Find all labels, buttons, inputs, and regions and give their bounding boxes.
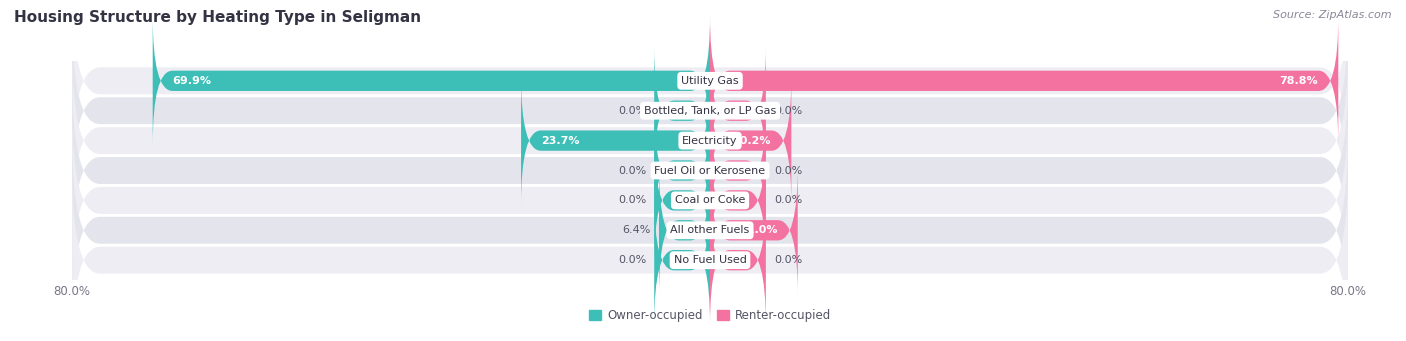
Text: Electricity: Electricity <box>682 136 738 146</box>
FancyBboxPatch shape <box>153 16 710 145</box>
FancyBboxPatch shape <box>654 106 710 235</box>
Text: 0.0%: 0.0% <box>773 106 801 116</box>
FancyBboxPatch shape <box>710 106 766 235</box>
Text: Housing Structure by Heating Type in Seligman: Housing Structure by Heating Type in Sel… <box>14 10 422 25</box>
FancyBboxPatch shape <box>654 196 710 325</box>
Text: 0.0%: 0.0% <box>773 195 801 205</box>
Text: Source: ZipAtlas.com: Source: ZipAtlas.com <box>1274 10 1392 20</box>
Text: 6.4%: 6.4% <box>623 225 651 235</box>
Text: 0.0%: 0.0% <box>619 165 647 176</box>
Text: 23.7%: 23.7% <box>541 136 579 146</box>
FancyBboxPatch shape <box>710 196 766 325</box>
FancyBboxPatch shape <box>72 19 1348 202</box>
Text: 0.0%: 0.0% <box>619 195 647 205</box>
FancyBboxPatch shape <box>710 136 766 265</box>
Text: 0.0%: 0.0% <box>619 255 647 265</box>
FancyBboxPatch shape <box>654 136 710 265</box>
FancyBboxPatch shape <box>710 16 1339 145</box>
Text: Utility Gas: Utility Gas <box>682 76 738 86</box>
Text: Bottled, Tank, or LP Gas: Bottled, Tank, or LP Gas <box>644 106 776 116</box>
Text: 0.0%: 0.0% <box>773 255 801 265</box>
Text: 0.0%: 0.0% <box>619 106 647 116</box>
FancyBboxPatch shape <box>72 139 1348 322</box>
Text: No Fuel Used: No Fuel Used <box>673 255 747 265</box>
FancyBboxPatch shape <box>72 169 1348 341</box>
Text: Fuel Oil or Kerosene: Fuel Oil or Kerosene <box>654 165 766 176</box>
Text: 0.0%: 0.0% <box>773 165 801 176</box>
FancyBboxPatch shape <box>710 46 766 175</box>
FancyBboxPatch shape <box>72 79 1348 262</box>
FancyBboxPatch shape <box>72 109 1348 292</box>
Text: Coal or Coke: Coal or Coke <box>675 195 745 205</box>
Text: 10.2%: 10.2% <box>733 136 772 146</box>
FancyBboxPatch shape <box>522 76 710 205</box>
FancyBboxPatch shape <box>72 0 1348 172</box>
Legend: Owner-occupied, Renter-occupied: Owner-occupied, Renter-occupied <box>589 309 831 322</box>
FancyBboxPatch shape <box>659 166 710 295</box>
Text: All other Fuels: All other Fuels <box>671 225 749 235</box>
Text: 78.8%: 78.8% <box>1279 76 1319 86</box>
Text: 69.9%: 69.9% <box>173 76 212 86</box>
Text: 11.0%: 11.0% <box>740 225 778 235</box>
FancyBboxPatch shape <box>72 49 1348 232</box>
FancyBboxPatch shape <box>710 166 797 295</box>
FancyBboxPatch shape <box>710 76 792 205</box>
FancyBboxPatch shape <box>654 46 710 175</box>
